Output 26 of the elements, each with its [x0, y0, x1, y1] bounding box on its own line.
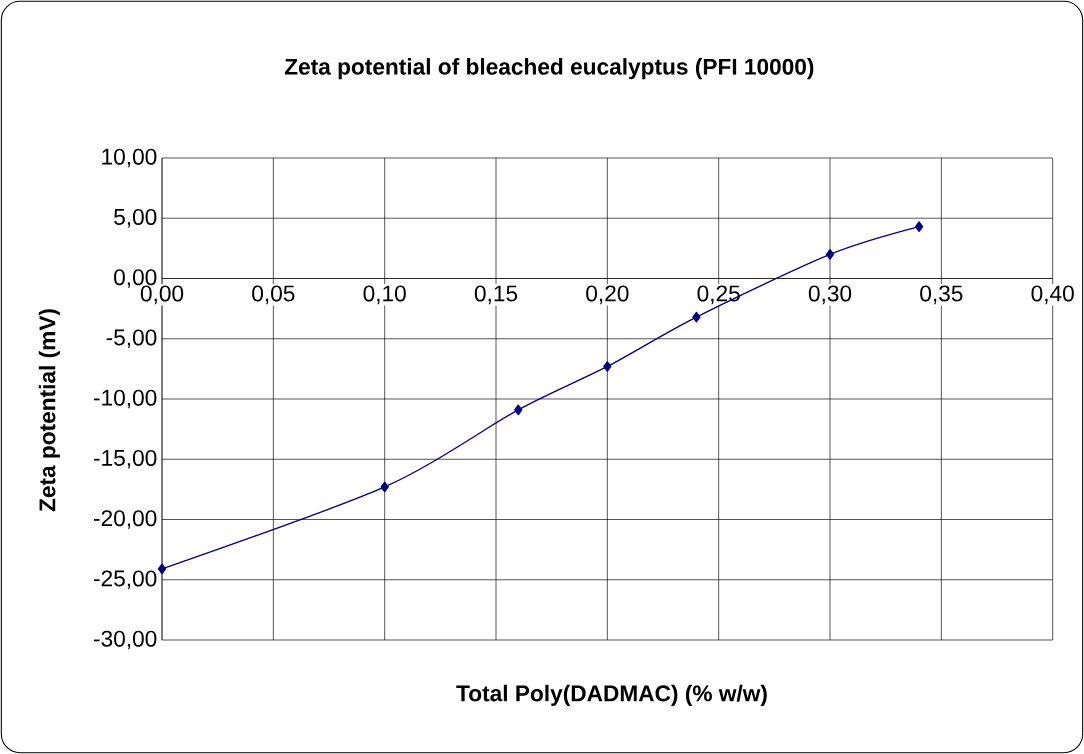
y-tick-label: -30,00 — [94, 630, 157, 650]
point — [603, 361, 612, 372]
y-tick-label: -15,00 — [94, 449, 157, 469]
y-tick-label: 5,00 — [114, 208, 157, 228]
point — [380, 481, 389, 493]
y-tick-label: -10,00 — [94, 389, 157, 409]
x-tick-label: 0,10 — [363, 285, 406, 305]
point — [914, 221, 924, 233]
x-tick-label: 0,40 — [1031, 285, 1074, 305]
x-tick-label: 0,15 — [474, 285, 518, 305]
y-axis-title: Zeta potential (mV) — [38, 309, 60, 512]
x-tick-label: 0,35 — [920, 285, 963, 305]
x-tick-label: 0,30 — [808, 285, 852, 305]
x-tick-label: 0,05 — [252, 285, 295, 305]
point — [825, 249, 835, 260]
y-tick-label: -25,00 — [94, 570, 157, 590]
x-tick-label: 0,20 — [586, 285, 629, 305]
y-tick-label: 10,00 — [102, 148, 157, 168]
point — [692, 311, 701, 323]
point — [514, 404, 523, 416]
y-tick-label: -5,00 — [106, 329, 157, 349]
x-axis-title: Total Poly(DADMAC) (% w/w) — [456, 684, 767, 706]
point — [157, 563, 167, 575]
y-tick-label: -20,00 — [94, 510, 157, 529]
x-tick-label: 0,25 — [697, 285, 740, 305]
chart-title: Zeta potential of bleached eucalyptus (PFI 10000) — [284, 58, 814, 80]
